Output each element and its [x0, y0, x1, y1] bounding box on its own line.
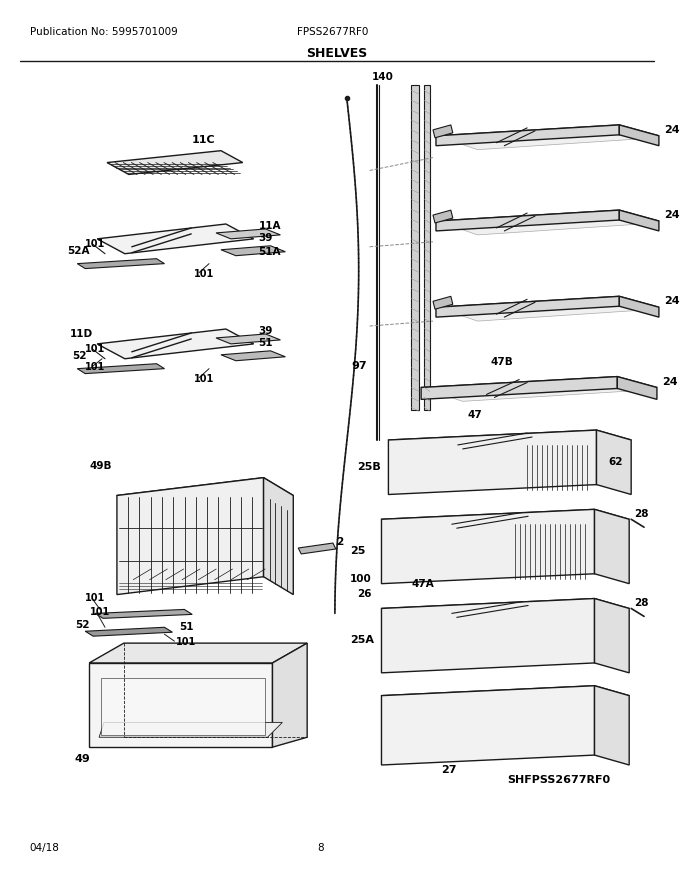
Polygon shape: [433, 297, 453, 309]
Text: SHFPSS2677RF0: SHFPSS2677RF0: [507, 775, 611, 785]
Polygon shape: [381, 686, 629, 706]
Polygon shape: [381, 686, 594, 765]
Text: 51: 51: [258, 338, 273, 348]
Polygon shape: [619, 125, 659, 146]
Polygon shape: [594, 598, 629, 673]
Polygon shape: [221, 246, 286, 256]
Polygon shape: [411, 85, 419, 410]
Polygon shape: [433, 125, 453, 138]
Polygon shape: [273, 643, 307, 747]
Text: 39: 39: [258, 326, 273, 336]
Text: 100: 100: [350, 574, 371, 583]
Text: 24: 24: [664, 297, 679, 306]
Polygon shape: [436, 210, 619, 231]
Polygon shape: [436, 210, 659, 232]
Polygon shape: [388, 430, 596, 495]
Polygon shape: [381, 598, 629, 619]
Text: SHELVES: SHELVES: [306, 47, 367, 60]
Text: 2: 2: [336, 537, 343, 547]
Text: 24: 24: [664, 125, 679, 135]
Polygon shape: [99, 722, 282, 737]
Polygon shape: [85, 627, 173, 636]
Polygon shape: [78, 259, 165, 268]
Text: 140: 140: [371, 72, 394, 83]
Polygon shape: [596, 430, 631, 495]
Polygon shape: [594, 686, 629, 765]
Text: 51A: 51A: [258, 246, 281, 257]
Text: 52A: 52A: [67, 246, 90, 256]
Polygon shape: [221, 351, 286, 361]
Text: 97: 97: [352, 361, 367, 370]
Text: 101: 101: [90, 607, 110, 618]
Polygon shape: [117, 478, 264, 595]
Text: 25: 25: [350, 546, 365, 556]
Text: 49B: 49B: [89, 461, 112, 471]
Polygon shape: [101, 678, 265, 736]
Polygon shape: [78, 363, 165, 374]
Polygon shape: [424, 85, 430, 410]
Text: 101: 101: [85, 592, 105, 603]
Text: 49: 49: [74, 754, 90, 764]
Text: 28: 28: [634, 510, 649, 519]
Polygon shape: [381, 510, 629, 529]
Text: 25A: 25A: [350, 635, 374, 645]
Polygon shape: [89, 663, 273, 747]
Polygon shape: [216, 334, 280, 344]
Text: 52: 52: [75, 620, 90, 630]
Text: 11A: 11A: [258, 221, 281, 231]
Polygon shape: [436, 125, 619, 146]
Polygon shape: [95, 610, 192, 619]
Polygon shape: [381, 598, 594, 673]
Polygon shape: [617, 377, 657, 400]
Text: 47B: 47B: [490, 356, 513, 367]
Text: 101: 101: [194, 374, 214, 384]
Polygon shape: [388, 430, 631, 450]
Polygon shape: [431, 379, 639, 401]
Text: 04/18: 04/18: [30, 843, 60, 854]
Text: 101: 101: [85, 362, 105, 371]
Text: 62: 62: [609, 457, 623, 466]
Polygon shape: [446, 213, 641, 235]
Polygon shape: [421, 377, 617, 400]
Polygon shape: [446, 128, 641, 150]
Polygon shape: [421, 377, 657, 399]
Text: 28: 28: [634, 598, 649, 608]
Polygon shape: [436, 297, 659, 319]
Text: 51: 51: [180, 622, 194, 632]
Polygon shape: [216, 229, 280, 238]
Text: 11C: 11C: [191, 135, 215, 145]
Polygon shape: [381, 510, 594, 583]
Text: 24: 24: [664, 210, 679, 220]
Text: 39: 39: [258, 233, 273, 243]
Polygon shape: [436, 297, 619, 317]
Polygon shape: [433, 210, 453, 223]
Text: 101: 101: [85, 238, 105, 249]
Text: 24: 24: [662, 377, 677, 386]
Text: 11D: 11D: [69, 329, 92, 339]
Polygon shape: [97, 329, 254, 359]
Text: 26: 26: [357, 589, 371, 598]
Text: Publication No: 5995701009: Publication No: 5995701009: [30, 26, 177, 37]
Polygon shape: [594, 510, 629, 583]
Polygon shape: [89, 643, 307, 663]
Polygon shape: [299, 543, 336, 554]
Polygon shape: [264, 478, 293, 595]
Text: 25B: 25B: [357, 462, 380, 472]
Polygon shape: [107, 150, 243, 174]
Polygon shape: [97, 224, 254, 253]
Polygon shape: [619, 210, 659, 231]
Polygon shape: [446, 299, 641, 321]
Text: 47A: 47A: [411, 579, 434, 589]
Text: 8: 8: [317, 843, 324, 854]
Polygon shape: [619, 297, 659, 317]
Polygon shape: [117, 478, 293, 513]
Text: 101: 101: [85, 344, 105, 354]
Text: 52: 52: [72, 351, 87, 361]
Text: 101: 101: [194, 268, 214, 279]
Text: 47: 47: [468, 410, 482, 421]
Text: FPSS2677RF0: FPSS2677RF0: [297, 26, 369, 37]
Text: 101: 101: [176, 637, 197, 647]
Polygon shape: [436, 125, 659, 147]
Text: 27: 27: [441, 765, 456, 775]
